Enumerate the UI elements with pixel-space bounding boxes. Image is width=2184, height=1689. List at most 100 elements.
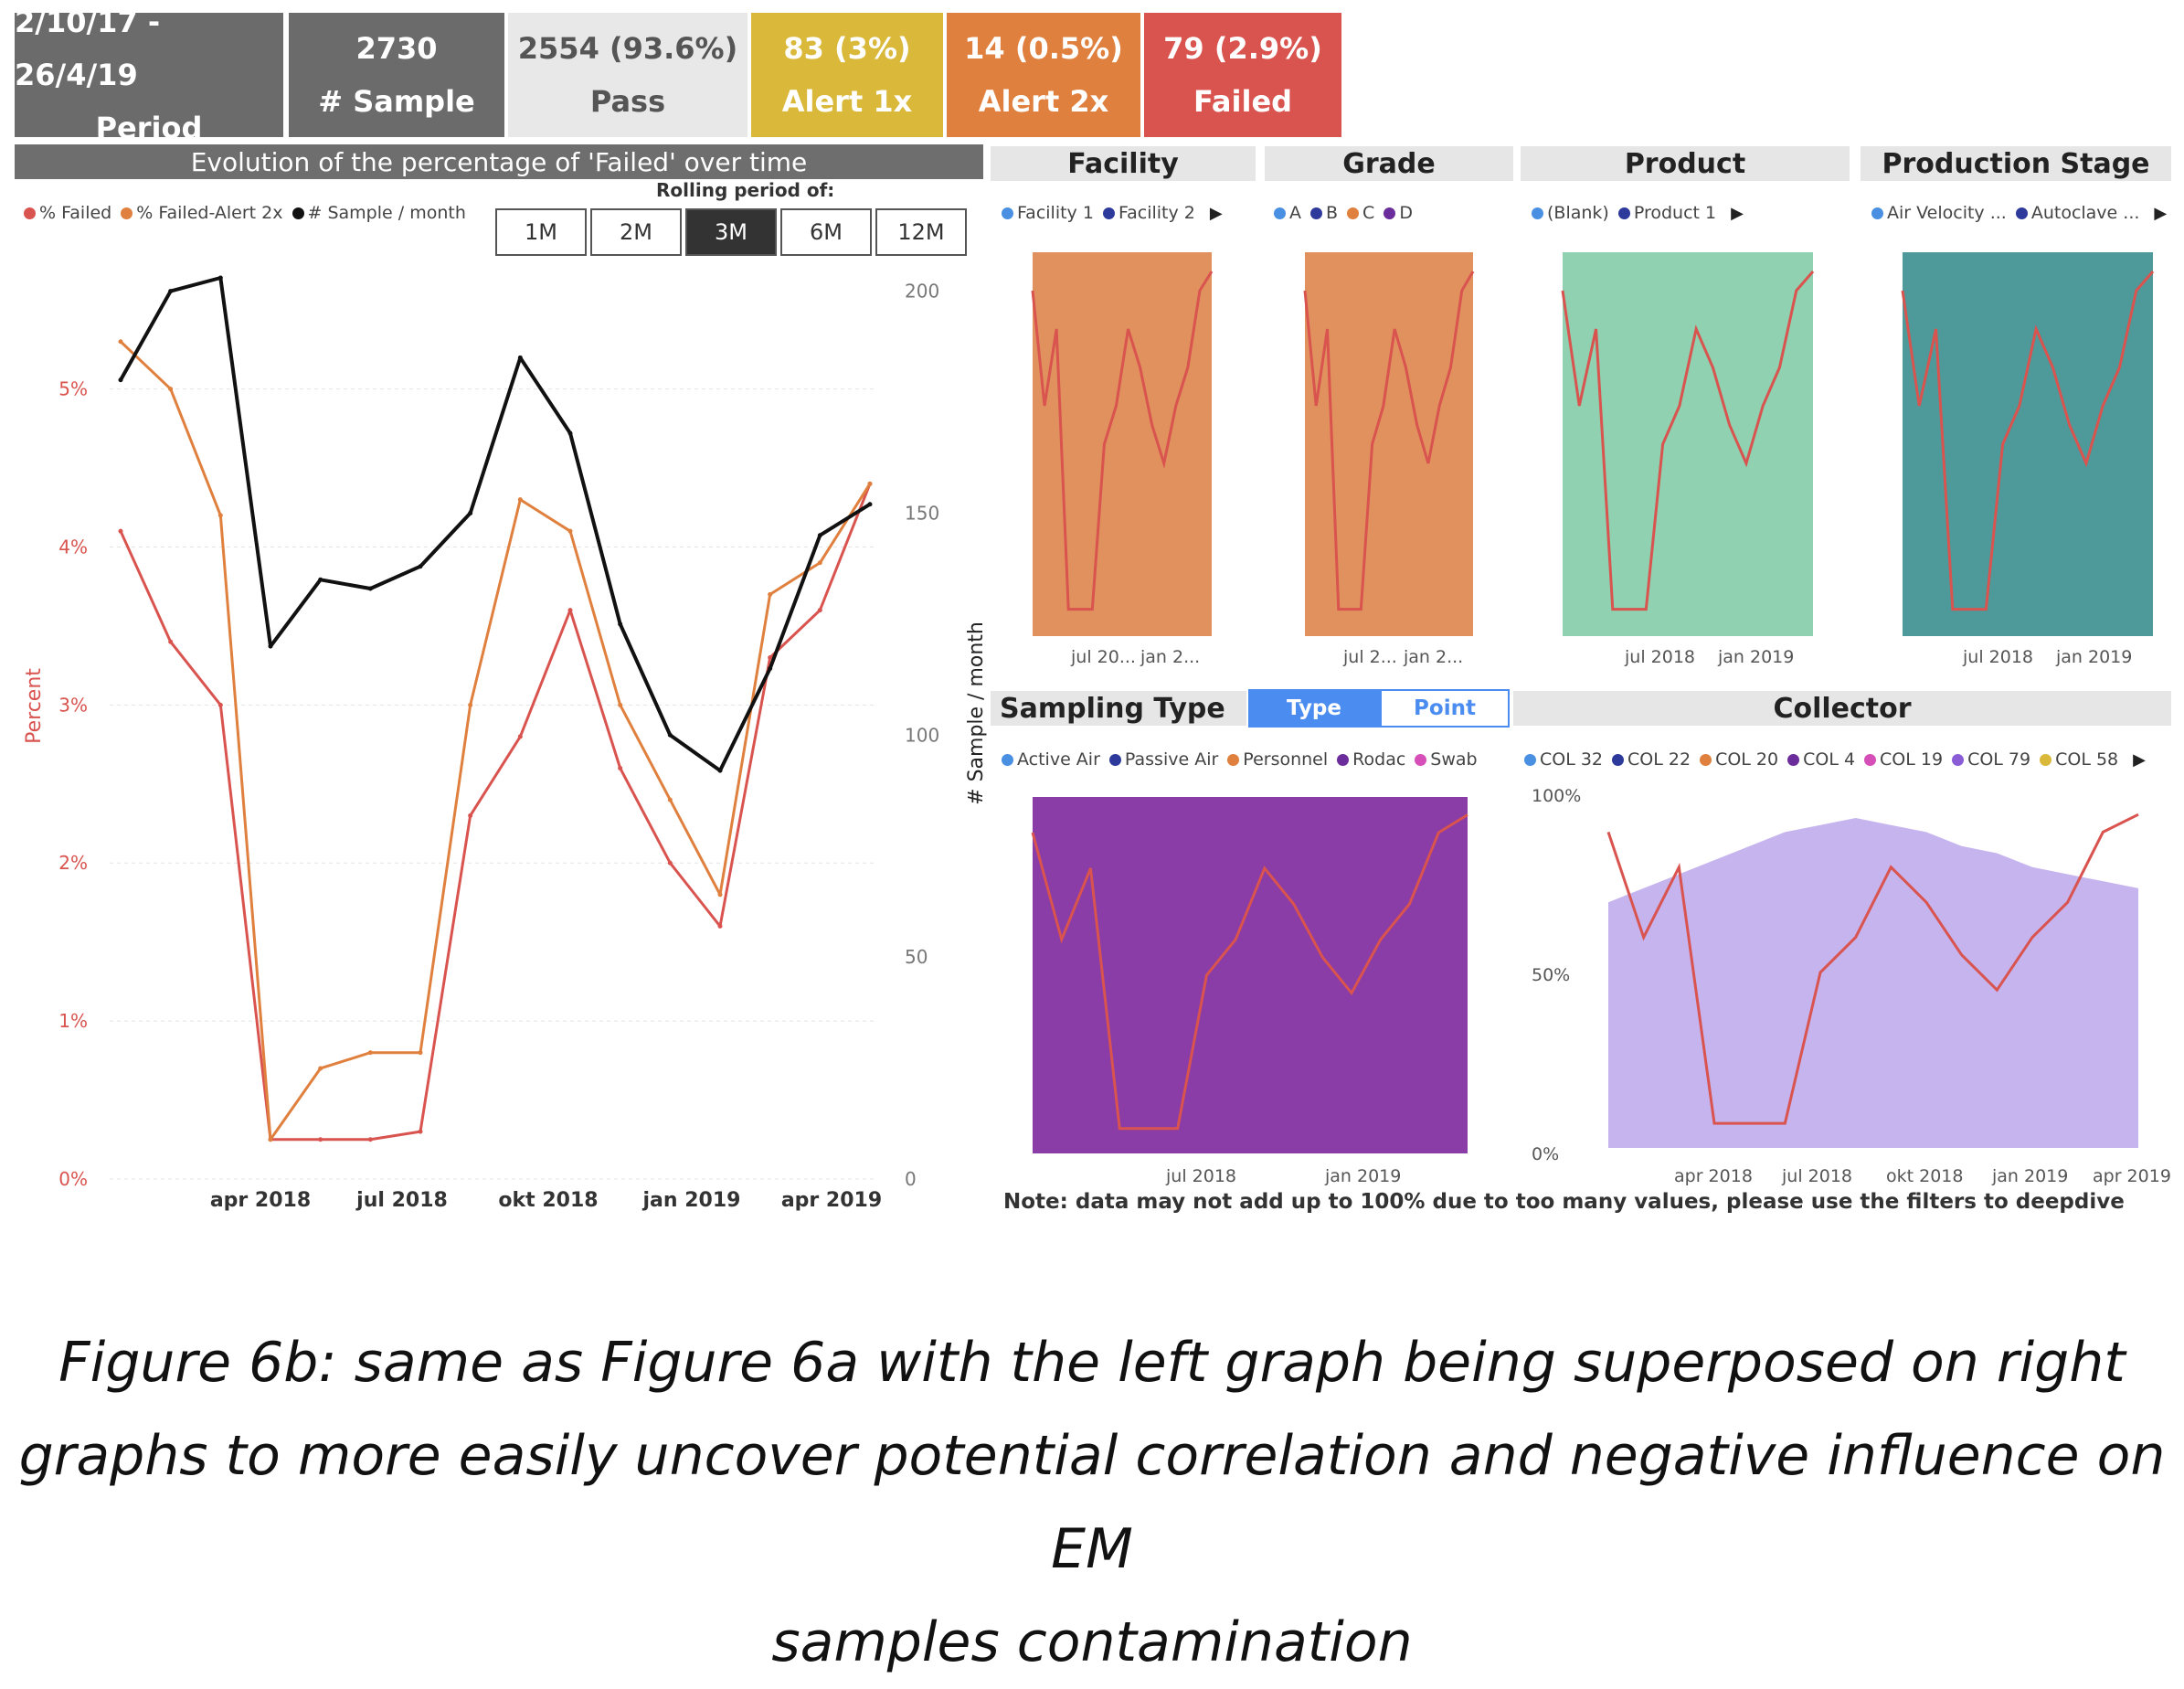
legend-item[interactable]: COL 20 xyxy=(1700,749,1778,770)
legend-dot-icon xyxy=(2040,753,2052,766)
caption-line-2: graphs to more easily uncover potential … xyxy=(18,1424,2166,1581)
y-tick: 100% xyxy=(1532,786,1582,806)
legend-label: Facility 1 xyxy=(1017,203,1094,223)
toggle-point-button[interactable]: Point xyxy=(1380,689,1510,728)
x-tick: jan 2019 xyxy=(2056,647,2133,667)
legend-item[interactable]: COL 22 xyxy=(1612,749,1691,770)
legend-next-icon[interactable]: ▶ xyxy=(2154,203,2168,223)
legend-label: COL 4 xyxy=(1803,749,1856,770)
data-point xyxy=(118,528,123,534)
legend-item[interactable]: Facility 2 xyxy=(1102,203,1195,223)
x-tick: jul 2... xyxy=(1343,647,1397,667)
data-point xyxy=(667,732,673,738)
product-stacked-area-chart xyxy=(1561,252,1815,636)
rolling-2m-button[interactable]: 2M xyxy=(590,208,682,256)
area-band xyxy=(1305,252,1473,636)
legend-next-icon[interactable]: ▶ xyxy=(2133,749,2146,770)
legend-item[interactable]: % Failed-Alert 2x xyxy=(121,203,283,223)
x-tick: jan 2... xyxy=(1140,647,1201,667)
legend-dot-icon xyxy=(1871,207,1883,219)
legend-item[interactable]: COL 58 xyxy=(2040,749,2118,770)
legend-item[interactable]: C xyxy=(1347,203,1374,223)
legend-label: D xyxy=(1399,203,1413,223)
data-point xyxy=(418,1129,423,1134)
legend-item[interactable]: D xyxy=(1384,203,1413,223)
data-point xyxy=(517,355,523,360)
data-point xyxy=(817,533,822,538)
y-right-tick: 100 xyxy=(905,724,939,746)
legend-dot-icon xyxy=(24,207,36,219)
x-tick: jan 2019 xyxy=(1718,647,1795,667)
legend-item[interactable]: (Blank) xyxy=(1532,203,1609,223)
legend-item[interactable]: Swab xyxy=(1415,749,1478,770)
legend-item[interactable]: Passive Air xyxy=(1108,749,1219,770)
toggle-type-button[interactable]: Type xyxy=(1248,689,1380,728)
y-right-tick: 0 xyxy=(905,1168,917,1190)
legend-dot-icon xyxy=(1337,753,1350,766)
legend-item[interactable]: Air Velocity ... xyxy=(1871,203,2007,223)
legend-dot-icon xyxy=(1274,207,1286,219)
data-point xyxy=(468,702,473,707)
y-left-tick: 3% xyxy=(58,694,88,716)
failed-overlay-line xyxy=(1031,813,1468,1131)
legend-label: Autoclave ... xyxy=(2030,203,2140,223)
data-point xyxy=(468,813,473,818)
legend-label: # Sample / month xyxy=(307,203,466,223)
rolling-1m-button[interactable]: 1M xyxy=(495,208,587,256)
legend-item[interactable]: B xyxy=(1310,203,1338,223)
rolling-3m-button[interactable]: 3M xyxy=(685,208,777,256)
legend-item[interactable]: Personnel xyxy=(1227,749,1328,770)
stage-title: Production Stage xyxy=(1861,146,2171,181)
data-point xyxy=(268,643,273,649)
data-point xyxy=(667,797,673,802)
series-line--sample-month xyxy=(119,276,872,773)
caption-line-1: Figure 6b: same as Figure 6a with the le… xyxy=(58,1331,2126,1395)
legend-next-icon[interactable]: ▶ xyxy=(1209,203,1223,223)
legend-label: C xyxy=(1362,203,1375,223)
legend-item[interactable]: Active Air xyxy=(1002,749,1100,770)
legend-dot-icon xyxy=(1415,753,1427,766)
legend-item[interactable]: COL 19 xyxy=(1864,749,1943,770)
area-band xyxy=(1033,252,1212,636)
legend-item[interactable]: COL 32 xyxy=(1524,749,1603,770)
rolling-12m-button[interactable]: 12M xyxy=(875,208,967,256)
x-tick: jul 2018 xyxy=(355,1189,448,1212)
legend-item[interactable]: Rodac xyxy=(1337,749,1405,770)
legend-item[interactable]: COL 79 xyxy=(1952,749,2030,770)
data-point xyxy=(817,560,822,566)
x-tick: okt 2018 xyxy=(1886,1166,1964,1186)
area-band xyxy=(1563,252,1813,636)
data-point xyxy=(168,289,174,294)
legend-dot-icon xyxy=(1952,753,1965,766)
data-point xyxy=(768,665,773,671)
x-tick: okt 2018 xyxy=(498,1189,598,1212)
legend-item[interactable]: A xyxy=(1274,203,1301,223)
kpi-tile: 79 (2.9%) Failed xyxy=(1144,13,1341,137)
data-point xyxy=(318,577,323,582)
legend-item[interactable]: Product 1 xyxy=(1617,203,1716,223)
data-point xyxy=(268,1137,273,1142)
legend-item[interactable]: Facility 1 xyxy=(1002,203,1094,223)
facility-stacked-area-chart xyxy=(1031,252,1214,636)
legend-dot-icon xyxy=(121,207,133,219)
grade-legend: A B C D xyxy=(1274,203,1422,223)
failed-overlay-line xyxy=(1606,813,2139,1125)
kpi-value: 2/10/17 - 26/4/19 xyxy=(15,5,161,92)
legend-next-icon[interactable]: ▶ xyxy=(1731,203,1744,223)
legend-label: % Failed xyxy=(39,203,112,223)
stage-legend: Air Velocity ... Autoclave ... ▶ xyxy=(1871,203,2167,223)
sampling-title: Sampling Type xyxy=(991,691,1246,726)
legend-label: COL 32 xyxy=(1540,749,1604,770)
data-point xyxy=(517,734,523,739)
legend-item[interactable]: # Sample / month xyxy=(292,203,466,223)
legend-item[interactable]: Autoclave ... xyxy=(2015,203,2140,223)
rolling-6m-button[interactable]: 6M xyxy=(780,208,872,256)
data-point xyxy=(168,639,174,644)
legend-item[interactable]: % Failed xyxy=(24,203,111,223)
data-point xyxy=(367,1050,373,1056)
data-point xyxy=(517,497,523,503)
legend-label: Passive Air xyxy=(1124,749,1219,770)
legend-item[interactable]: COL 4 xyxy=(1787,749,1855,770)
kpi-tile: 14 (0.5%) Alert 2x xyxy=(947,13,1140,137)
area-band xyxy=(1608,818,2138,1148)
